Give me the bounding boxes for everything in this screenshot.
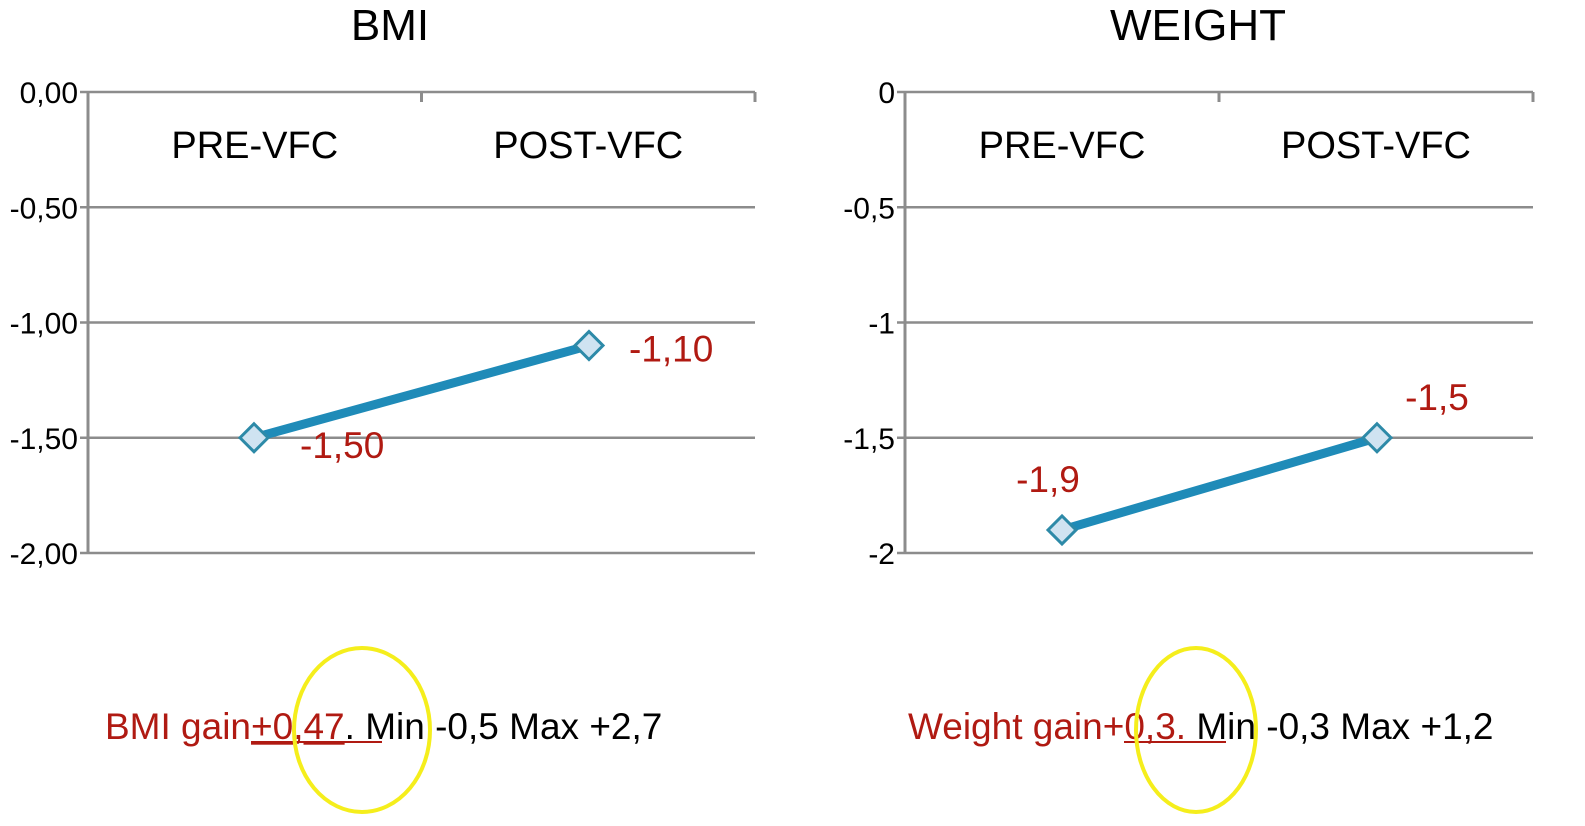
category-label: POST-VFC [493,125,683,167]
data-point-marker [572,329,606,362]
y-tick-label: 0 [878,77,895,110]
y-tick-label: -1,5 [843,423,895,456]
category-label: PRE-VFC [171,125,338,167]
weight-caption: Weight gain+0,3. Min -0,3 Max +1,2 [908,706,1494,747]
series-line [249,341,594,443]
chart-title: BMI [351,1,429,50]
y-tick-label: -2,00 [10,538,78,571]
category-label: POST-VFC [1281,125,1471,167]
weight-chart: WEIGHT 0 -0,5 -1 -1,5 -2 PRE-VFC POST-VFC -1,… [843,1,1535,571]
series-line [1057,433,1382,535]
y-tick-label: -1,50 [10,423,78,456]
caption-value: +0,47 [251,706,345,747]
data-point-marker [237,421,271,454]
category-label: PRE-VFC [979,125,1146,167]
y-tick-label: -0,50 [10,192,78,225]
caption-highlight: BMI gain [105,706,251,747]
data-label: -1,50 [300,425,384,466]
y-tick-label: -1,00 [10,308,78,341]
highlight-ellipse-bmi [292,646,432,814]
y-tick-label: 0,00 [20,77,78,110]
caption-highlight: Weight gain [908,706,1103,747]
data-point-marker [1360,421,1394,454]
y-tick-label: -0,5 [843,192,895,225]
bmi-chart: BMI 0,00 -0,50 -1,00 -1,50 -2,00 PRE-VFC POST… [10,1,757,571]
data-label: -1,9 [1016,459,1080,500]
data-point-marker [1045,513,1079,547]
data-label: -1,5 [1405,377,1469,418]
chart-title: WEIGHT [1110,1,1286,50]
caption-range: Min -0,3 Max +1,2 [1186,706,1493,747]
data-label: -1,10 [629,329,713,370]
y-tick-label: -1 [868,308,895,341]
y-tick-label: -2 [868,538,895,571]
highlight-ellipse-weight [1134,646,1258,814]
bmi-caption: BMI gain+0,47. Min -0,5 Max +2,7 [105,706,662,747]
caption-range: . Min -0,5 Max +2,7 [345,706,663,747]
caption-value: +0,3. [1103,706,1186,747]
